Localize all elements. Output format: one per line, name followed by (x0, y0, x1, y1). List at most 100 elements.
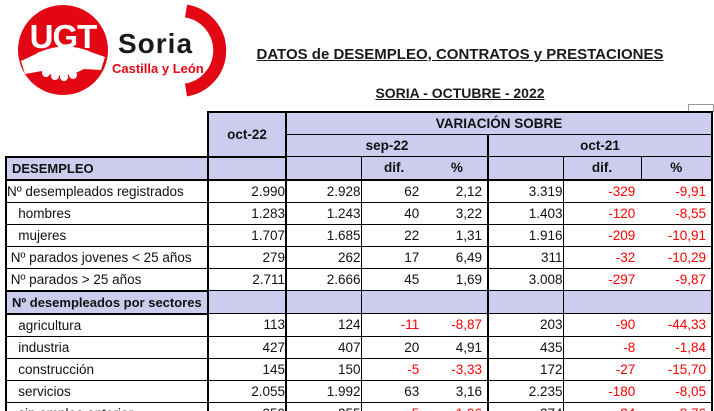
table-row: Nº parados jovenes < 25 años 279 262 17 6… (5, 245, 714, 269)
header-dif-label: dif. (384, 160, 405, 176)
cell-oct21-variation: -8 -1,84 (562, 335, 714, 359)
cell-oct21-pct: -9,91 (675, 183, 707, 199)
cell-sep22-value: 1.992 (285, 379, 362, 403)
cell-oct21-dif: -8 (623, 339, 636, 355)
cell-sep22-value: 262 (285, 245, 362, 269)
cell-oct21-pct: -1,84 (675, 339, 707, 355)
logo-region-name: Soria (118, 28, 194, 59)
cell-oct22-value: 250 (207, 401, 287, 411)
header-pct-label: % (640, 156, 714, 181)
cell-sep22-value: 255 (285, 401, 362, 411)
header-group-sep22: sep-22 (285, 134, 489, 157)
cell-oct21-value: 203 (487, 313, 564, 337)
header-current-month: oct-22 (207, 111, 287, 158)
cell-sep22-variation: -11 -8,87 (360, 313, 489, 337)
cell-sep22-pct: 6,49 (455, 249, 482, 265)
row-label: Nº desempleados registrados (5, 179, 209, 203)
cell-sep22-variation: 62 2,12 (360, 179, 489, 203)
empty-cell (487, 290, 564, 314)
cell-oct22-value: 2.055 (207, 379, 287, 403)
main-title: DATOS de DESEMPLEO, CONTRATOS y PRESTACI… (256, 46, 664, 63)
empty-cell (360, 290, 489, 314)
cell-sep22-variation: 20 4,91 (360, 335, 489, 359)
cell-oct21-variation: -32 -10,29 (562, 245, 714, 269)
cell-oct21-variation: -90 -44,33 (562, 313, 714, 337)
table-row: servicios 2.055 1.992 63 3,16 2.235 -180-… (5, 379, 714, 403)
cell-oct21-dif: -27 (615, 361, 636, 377)
section-title-desempleo: DESEMPLEO (5, 155, 209, 181)
cell-oct22-value: 2.711 (207, 267, 287, 291)
cell-oct21-value: 3.008 (487, 267, 564, 291)
table-body-desempleo: Nº desempleados registrados 2.990 2.928 … (5, 179, 714, 291)
cell-oct21-dif: -32 (615, 249, 636, 265)
table-section-sectores: Nº desempleados por sectores (5, 289, 714, 315)
cell-oct21-pct: -44,33 (667, 317, 707, 333)
header-group-oct21: oct-21 (487, 134, 714, 157)
red-arc-decoration (184, 4, 227, 97)
cell-sep22-dif: 63 (404, 383, 420, 399)
cell-sep22-dif: -11 (400, 317, 420, 333)
cell-sep22-pct: 1,69 (455, 271, 482, 287)
cell-oct21-value: 2.235 (487, 379, 564, 403)
cell-sep22-value: 2.666 (285, 267, 362, 291)
cell-oct21-value: 435 (487, 335, 564, 359)
cell-sep22-variation: 22 1,31 (360, 223, 489, 247)
cell-oct22-value: 113 (207, 313, 287, 337)
cell-oct21-variation: -180 -8,05 (562, 379, 714, 403)
logo-subregion-name: Castilla y León (112, 61, 204, 76)
table-row: industria 427 407 20 4,91 435 -8 -1,84 (5, 335, 714, 359)
table-row: hombres 1.283 1.243 40 3,22 1.403 -120 -8,… (5, 201, 714, 225)
cell-oct21-pct: -10,91 (667, 227, 707, 243)
cell-sep22-pct: 3,16 (455, 383, 482, 399)
section-header-row: Nº desempleados por sectores (5, 289, 714, 315)
row-label: Nº parados jovenes < 25 años (5, 245, 209, 269)
cell-oct21-pct: -15,70 (667, 361, 707, 377)
header-variation-label: VARIACIÓN SOBRE (285, 111, 714, 135)
empty-cell (207, 290, 287, 314)
cell-oct22-value: 427 (207, 335, 287, 359)
cell-sep22-pct: -8,87 (451, 317, 482, 333)
cell-sep22-variation: -5-1,96 (360, 401, 489, 411)
cell-oct21-dif: -180 (608, 383, 636, 399)
cell-oct21-value: 311 (487, 245, 564, 269)
cell-oct21-value: 3.319 (487, 179, 564, 203)
table-row: sin empleo anterior 250 255 -5-1,96 274 … (5, 401, 714, 411)
ugt-logo: UGT Soria Castilla y León (8, 4, 240, 104)
cell-sep22-variation: 17 6,49 (360, 245, 489, 269)
cell-sep22-value: 407 (285, 335, 362, 359)
cell-sep22-variation: 40 3,22 (360, 201, 489, 225)
section-title-sectores: Nº desempleados por sectores (5, 289, 209, 315)
cell-oct21-pct: -8,55 (675, 205, 707, 221)
cell-sep22-dif: 40 (404, 205, 420, 221)
cell-oct21-value: 1.403 (487, 201, 564, 225)
cell-oct22-value: 1.283 (207, 201, 287, 225)
cell-oct21-pct: -8,05 (675, 383, 707, 399)
cell-oct21-variation: -297 -9,87 (562, 267, 714, 291)
unemployment-table: oct-22 VARIACIÓN SOBRE sep-22 oct-21 DES… (5, 111, 714, 411)
header-empty-cell (285, 156, 362, 181)
cell-sep22-value: 124 (285, 313, 362, 337)
cell-oct21-variation: -27 -15,70 (562, 357, 714, 381)
cell-oct22-value: 279 (207, 245, 287, 269)
row-label: mujeres (5, 223, 209, 247)
empty-cell (562, 290, 714, 314)
cell-oct21-dif: -120 (608, 205, 636, 221)
header-sep22-dif-pct: dif.% (360, 156, 489, 181)
header-row-columns: DESEMPLEO dif.% dif. % (5, 155, 714, 181)
header-row-variation: oct-22 VARIACIÓN SOBRE (6, 111, 714, 158)
cell-sep22-value: 2.928 (285, 179, 362, 203)
handshake-icon (21, 46, 105, 81)
empty-cell (285, 290, 362, 314)
cell-sep22-dif: -5 (362, 406, 424, 411)
cell-oct22-value: 145 (207, 357, 287, 381)
cell-sep22-pct: 2,12 (455, 183, 482, 199)
header-empty-cell (487, 156, 564, 181)
cell-sep22-dif: 20 (404, 339, 420, 355)
header-pct-label: % (450, 160, 463, 176)
row-label: industria (5, 335, 209, 359)
table-row: construcción 145 150 -5 -3,33 172 -27 -15,… (5, 357, 714, 381)
cell-sep22-dif: 17 (404, 249, 420, 265)
cell-sep22-pct: -3,33 (451, 361, 482, 377)
row-label: Nº parados > 25 años (5, 267, 209, 291)
